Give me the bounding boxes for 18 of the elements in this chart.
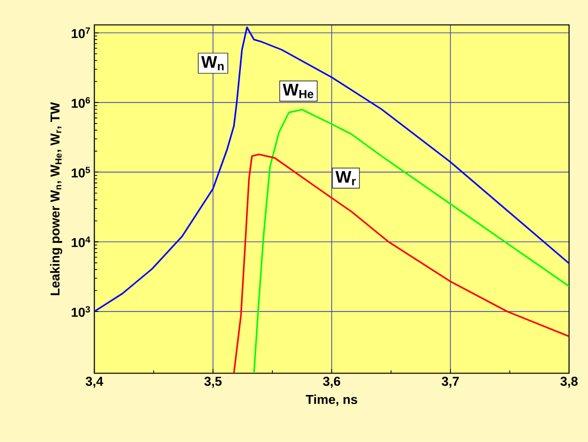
x-tick-label: 3,5 (204, 376, 222, 388)
line-series (94, 26, 570, 312)
x-tick-label: 3,4 (86, 376, 104, 388)
line-series (233, 154, 570, 374)
y-tick-label: 10$^{3}$ (72, 306, 90, 317)
x-axis-title: Time, ns (306, 394, 358, 406)
series-label: W$_{r}$ (335, 171, 356, 186)
y-axis-title: Leaking power W$_{n}$, W$_{He}$, W$_{r}$, TW (50, 102, 62, 296)
y-tick-label: 10$^{6}$ (72, 97, 90, 108)
x-tick-label: 3,8 (560, 376, 578, 388)
series-label: W$_{n}$ (201, 56, 224, 70)
y-tick-label: 10$^{4}$ (72, 236, 90, 248)
x-tick-label: 3,7 (442, 376, 459, 388)
series-label: W$_{He}$ (282, 84, 314, 98)
x-tick-label: 3,6 (323, 376, 340, 388)
y-tick-label: 10$^{5}$ (72, 166, 90, 178)
y-tick-label: 10$^{7}$ (72, 28, 90, 38)
line-series (253, 108, 570, 374)
